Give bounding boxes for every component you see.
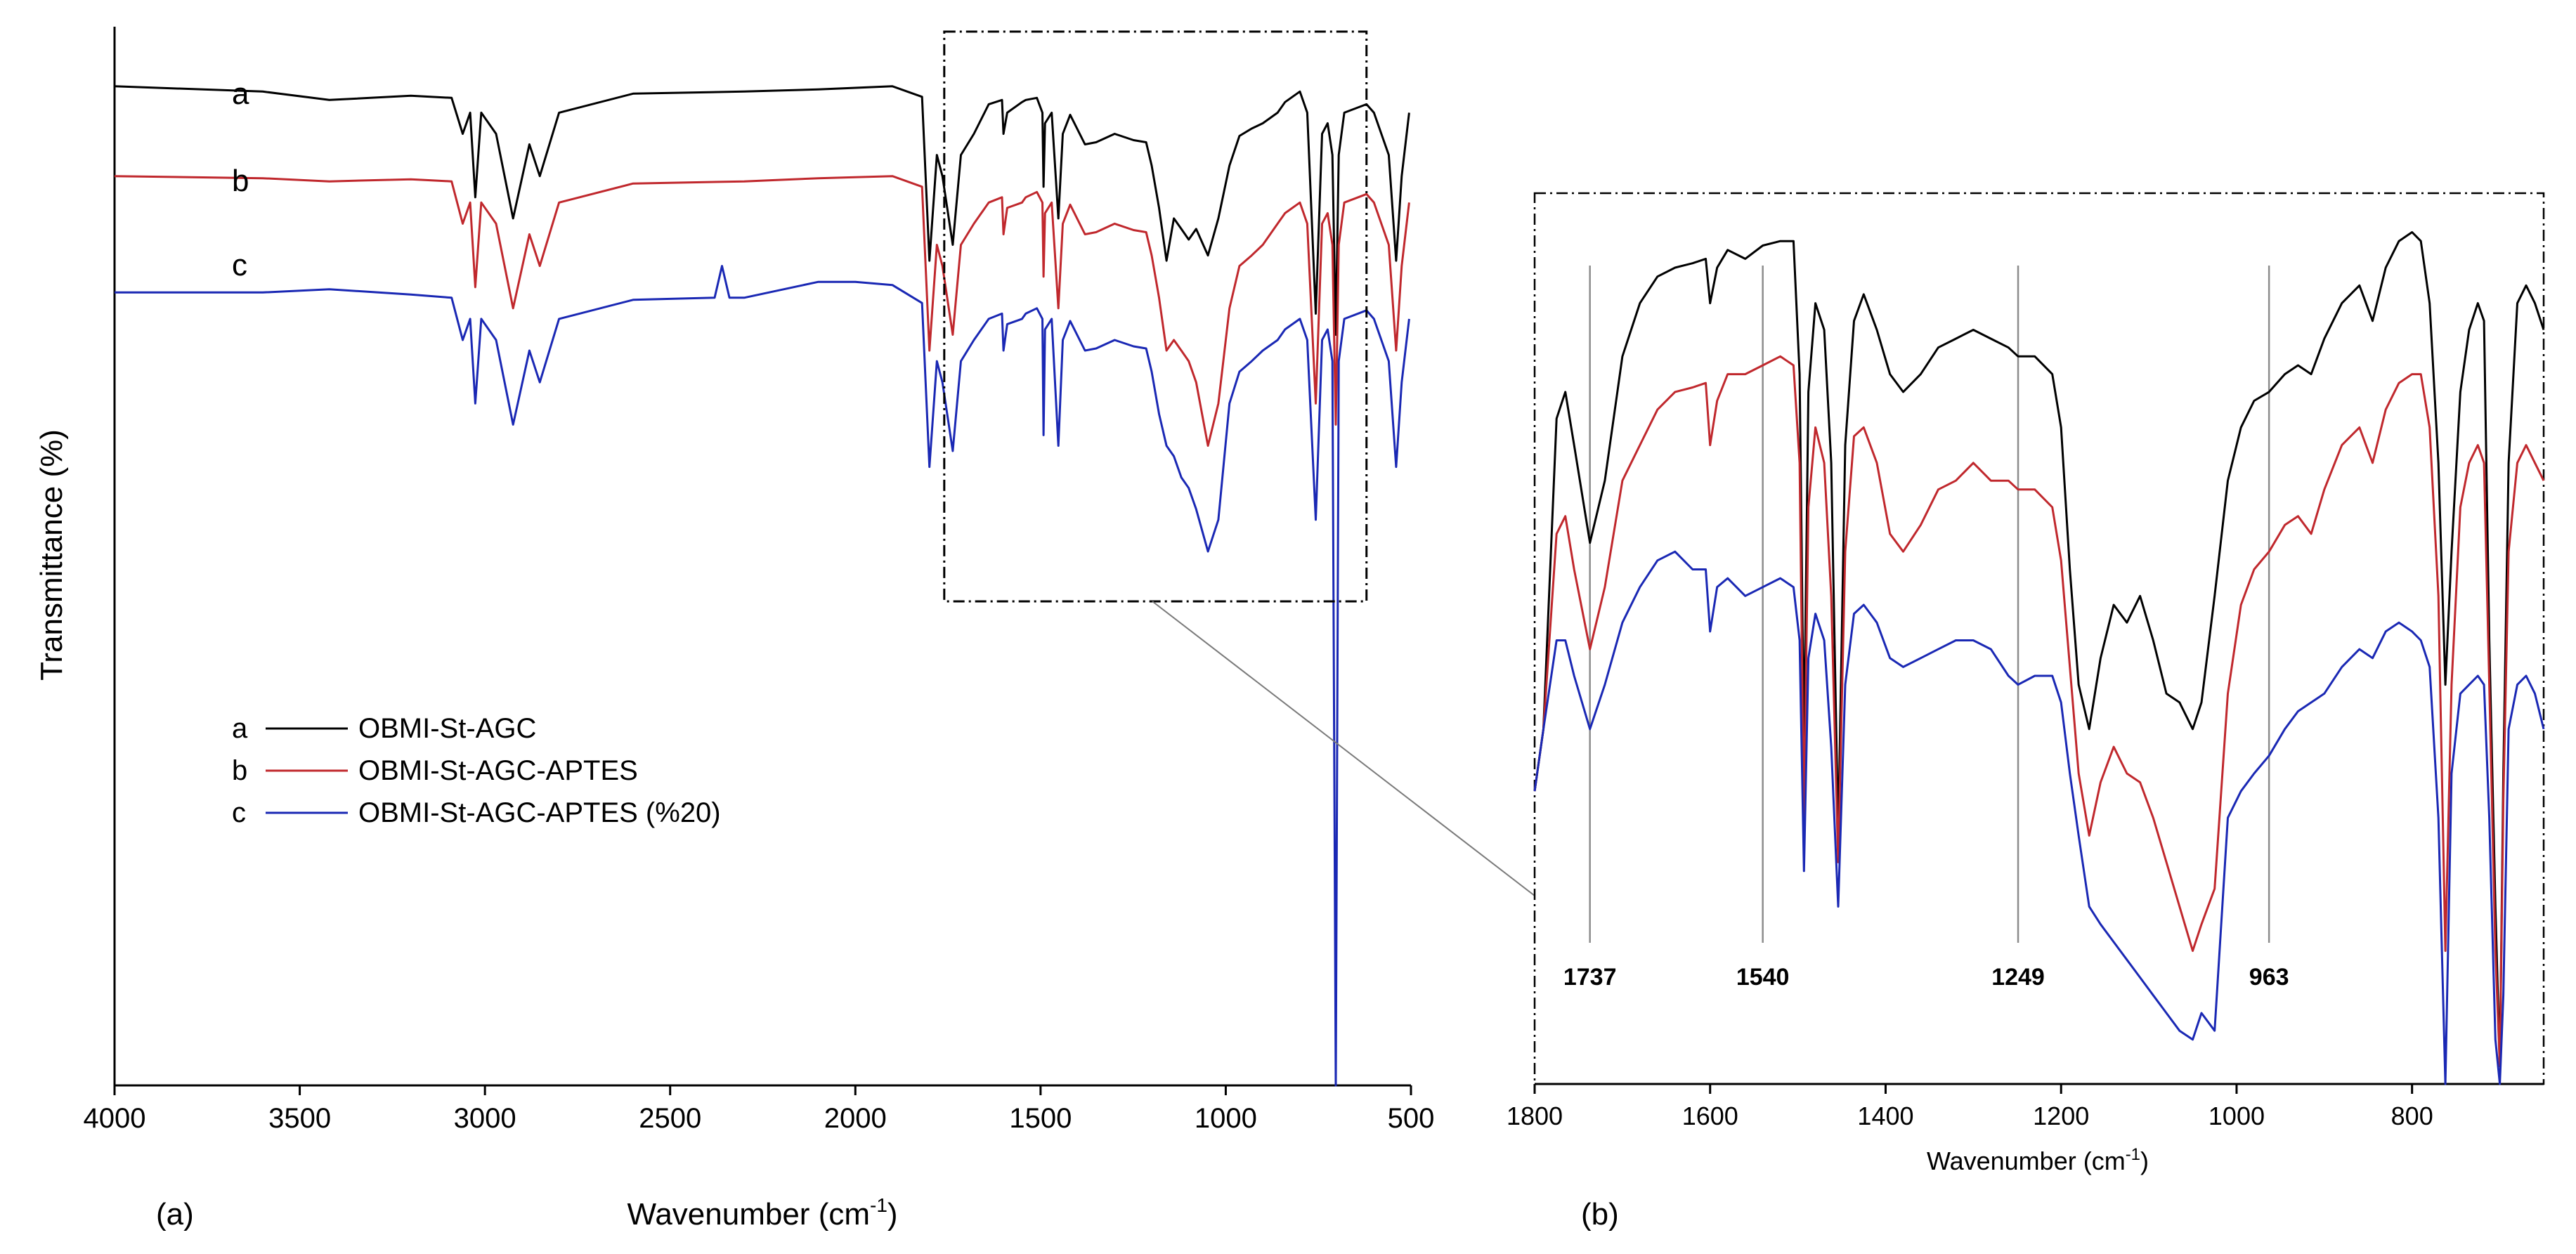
- panel-a-x-label-sup: -1: [870, 1194, 887, 1216]
- panel-a-x-tick-label: 2500: [639, 1103, 701, 1134]
- peak-label-963: 963: [2249, 964, 2289, 991]
- panel-b-x-tick-label: 1600: [1682, 1102, 1738, 1130]
- panel-b-x-tick-label: 1200: [2033, 1102, 2089, 1130]
- panel-b-x-tick-label: 1800: [1507, 1102, 1563, 1130]
- panel-a-label: (a): [156, 1197, 194, 1232]
- panel-a-x-tick-label: 1000: [1195, 1103, 1257, 1134]
- legend-item-a: a OBMI-St-AGC: [232, 713, 536, 744]
- legend-item-c: c OBMI-St-AGC-APTES (%20): [232, 797, 721, 828]
- panel-b-x-label: Wavenumber (cm-1): [1927, 1145, 2149, 1175]
- panel-a-x-ticks: 4000 3500 3000 2500 2000 1500 1000 500: [84, 1085, 1435, 1134]
- panel-a-series-a: [114, 85, 1410, 336]
- panel-b-x-tick-label: 800: [2391, 1102, 2433, 1130]
- zoom-connector-line: [1152, 601, 1535, 896]
- panel-a-x-label: Wavenumber (cm-1): [627, 1194, 897, 1232]
- legend-key-c: c: [232, 797, 246, 828]
- legend: a OBMI-St-AGC b OBMI-St-AGC-APTES c OBMI…: [232, 713, 721, 828]
- panel-b-peak-markers: 1737 1540 1249 963: [1563, 266, 2289, 991]
- panel-a-zoom-box: [943, 30, 1368, 603]
- panel-b-series: [1533, 231, 2545, 1085]
- panel-a-x-tick-label: 1500: [1009, 1103, 1072, 1134]
- panel-a-x-tick-label: 3500: [268, 1103, 331, 1134]
- panel-b-series-c: [1533, 550, 2545, 1085]
- panel-b-x-tick-label: 1400: [1857, 1102, 1913, 1130]
- panel-a-x-label-main: Wavenumber (cm: [627, 1197, 870, 1232]
- legend-label-b: OBMI-St-AGC-APTES: [358, 755, 638, 786]
- panel-a-x-label-close: ): [887, 1197, 898, 1232]
- panel-b-label: (b): [1581, 1197, 1619, 1232]
- panel-b-x-label-main: Wavenumber (cm: [1927, 1147, 2126, 1175]
- panel-a-x-tick-label: 500: [1388, 1103, 1435, 1134]
- panel-a-x-tick-label: 3000: [454, 1103, 516, 1134]
- panel-b-x-tick-label: 1000: [2209, 1102, 2265, 1130]
- legend-item-b: b OBMI-St-AGC-APTES: [232, 755, 638, 786]
- panel-b-x-label-sup: -1: [2126, 1145, 2140, 1164]
- panel-b-frame: [1533, 192, 2545, 1085]
- panel-a-series-c: [115, 265, 1410, 1087]
- panel-a-x-tick-label: 2000: [824, 1103, 887, 1134]
- panel-a-series-b: [114, 175, 1410, 447]
- curve-tag-a: a: [232, 77, 249, 111]
- curve-tag-b: b: [232, 164, 249, 198]
- peak-label-1540: 1540: [1736, 964, 1790, 991]
- panel-a-x-tick-label: 4000: [84, 1103, 146, 1134]
- legend-key-a: a: [232, 713, 248, 744]
- panel-a-y-label: Transmittance (%): [34, 429, 69, 681]
- legend-label-c: OBMI-St-AGC-APTES (%20): [358, 797, 721, 828]
- panel-b: 1737 1540 1249 963 1800 1600 1400 1200 1000 800 …: [1507, 192, 2545, 1232]
- peak-label-1737: 1737: [1563, 964, 1617, 991]
- panel-b-series-a: [1533, 231, 2545, 1068]
- panel-b-x-ticks: 1800 1600 1400 1200 1000 800: [1507, 1084, 2433, 1130]
- legend-label-a: OBMI-St-AGC: [358, 713, 536, 744]
- panel-b-series-b: [1533, 355, 2545, 1068]
- curve-tag-c: c: [232, 248, 247, 282]
- legend-key-b: b: [232, 755, 247, 786]
- panel-b-x-label-close: ): [2140, 1147, 2149, 1175]
- panel-a-series: [114, 85, 1410, 1087]
- peak-label-1249: 1249: [1991, 964, 2045, 991]
- panel-a: 4000 3500 3000 2500 2000 1500 1000 500 a b c a …: [34, 27, 1535, 1232]
